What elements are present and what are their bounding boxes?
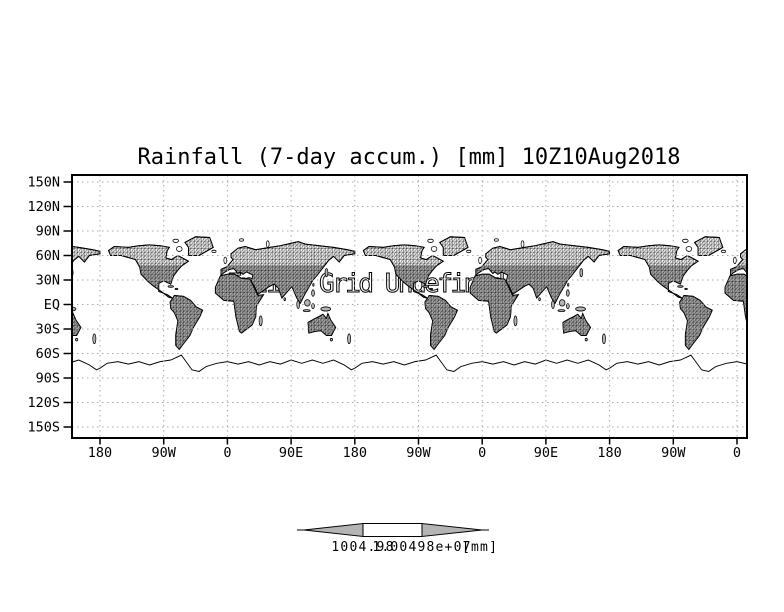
y-axis-labels: 150N 120N 90N 60N 30N EQ 30S 60S 90S 120…: [27, 175, 60, 436]
y-axis-label: 60N: [36, 248, 60, 264]
longitude-gridlines: [99, 176, 738, 437]
y-axis-label: 120S: [27, 395, 60, 411]
latitude-gridlines: [73, 181, 746, 428]
y-axis-label: 90S: [36, 371, 60, 387]
plot-title: Rainfall (7-day accum.) [mm] 10Z10Aug201…: [137, 145, 680, 170]
x-axis-label: 0: [223, 445, 231, 461]
y-axis-label: 60S: [36, 346, 60, 362]
map-plot-area: Entire Grid Undefined: [73, 176, 746, 437]
x-axis-label: 180: [88, 445, 112, 461]
colorbar-right-arrow: [421, 522, 483, 538]
x-axis-label: 90W: [661, 445, 686, 461]
colorbar-mid-segment: [362, 523, 423, 537]
x-axis-ticks: [99, 438, 738, 445]
y-axis-label: 150S: [27, 420, 60, 436]
plot-border: [71, 174, 748, 439]
y-axis-label: 90N: [36, 224, 60, 240]
x-axis-label: 0: [733, 445, 741, 461]
x-axis-label: 90W: [406, 445, 431, 461]
y-axis-label: 30S: [36, 322, 60, 338]
x-axis-label: 90E: [279, 445, 303, 461]
x-axis-label: 180: [597, 445, 621, 461]
x-axis-label: 90W: [152, 445, 177, 461]
y-axis-ticks: [63, 181, 72, 428]
x-axis-label: 0: [478, 445, 486, 461]
x-axis-label: 180: [343, 445, 367, 461]
y-axis-label: 30N: [36, 273, 60, 289]
colorbar-left-value: 1004.98: [331, 540, 394, 555]
colorbar-units: [mm]: [462, 540, 498, 555]
y-axis-label: EQ: [44, 297, 60, 313]
colorbar: 1004.98 1.00498e+07 [mm]: [297, 522, 498, 555]
colorbar-right-value: 1.00498e+07: [372, 540, 471, 555]
y-axis-label: 150N: [27, 175, 60, 191]
x-axis-labels: 180 90W 0 90E 180 90W 0 90E 180 90W 0: [88, 445, 741, 461]
x-axis-label: 90E: [534, 445, 558, 461]
colorbar-left-arrow: [303, 522, 364, 538]
y-axis-label: 120N: [27, 199, 60, 215]
